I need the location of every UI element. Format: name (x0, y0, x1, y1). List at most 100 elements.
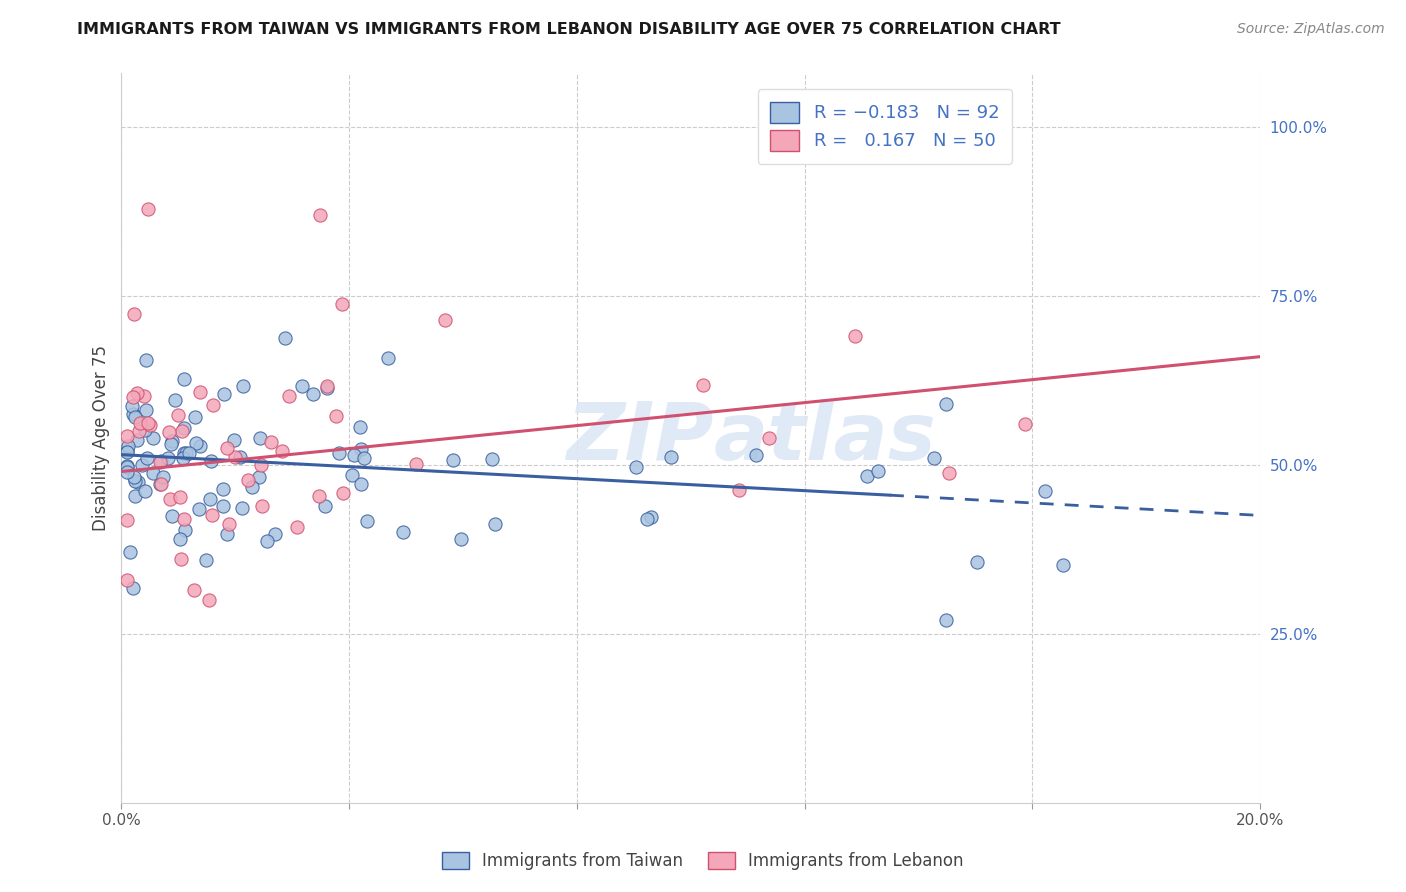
Point (173, 421, 195, 435)
Point (167, 408, 190, 422)
Point (250, 458, 273, 473)
Point (215, 442, 238, 456)
Point (264, 526, 287, 541)
Point (661, 450, 683, 465)
Legend: R = −0.183   N = 92, R =   0.167   N = 50: R = −0.183 N = 92, R = 0.167 N = 50 (758, 89, 1012, 163)
Point (194, 553, 217, 567)
Point (157, 425, 180, 439)
Point (174, 446, 197, 460)
Point (169, 491, 191, 505)
Point (136, 450, 159, 465)
Point (922, 450, 945, 465)
Point (314, 499, 336, 513)
Point (122, 307, 145, 321)
Point (121, 399, 143, 413)
Point (935, 396, 957, 410)
Point (131, 458, 153, 473)
Text: atlas: atlas (713, 399, 936, 476)
Point (1052, 558, 1074, 572)
Point (177, 446, 200, 460)
Point (115, 445, 138, 459)
Point (232, 379, 254, 393)
Point (271, 444, 294, 458)
Point (134, 423, 156, 437)
Point (212, 386, 235, 401)
Point (1014, 417, 1036, 432)
Point (277, 389, 299, 403)
Point (187, 502, 209, 516)
Point (115, 465, 138, 479)
Point (484, 516, 506, 531)
Point (758, 431, 780, 445)
Point (115, 459, 138, 474)
Point (935, 613, 957, 627)
Point (215, 527, 238, 541)
Point (115, 513, 138, 527)
Point (441, 453, 464, 467)
Point (127, 386, 149, 401)
Point (125, 434, 148, 448)
Point (349, 420, 371, 434)
Point (481, 452, 503, 467)
Point (115, 443, 138, 458)
Text: ZIP: ZIP (567, 399, 713, 476)
Point (165, 392, 187, 407)
Point (117, 439, 139, 453)
Point (353, 451, 375, 466)
Point (159, 492, 181, 507)
Point (135, 353, 157, 368)
Point (249, 431, 271, 445)
Point (169, 532, 191, 546)
Point (256, 533, 278, 548)
Point (309, 208, 332, 222)
Point (197, 592, 219, 607)
Y-axis label: Disability Age Over 75: Disability Age Over 75 (93, 344, 110, 531)
Point (332, 486, 354, 500)
Point (173, 446, 195, 460)
Point (938, 467, 960, 481)
Point (340, 467, 363, 482)
Point (160, 509, 183, 524)
Point (218, 516, 240, 531)
Point (330, 297, 353, 311)
Point (640, 510, 662, 524)
Point (128, 424, 150, 438)
Point (183, 583, 205, 598)
Point (308, 489, 330, 503)
Point (184, 410, 207, 425)
Point (115, 573, 138, 587)
Point (142, 431, 165, 445)
Point (238, 473, 260, 487)
Point (285, 519, 308, 533)
Point (392, 524, 415, 539)
Point (250, 499, 273, 513)
Point (122, 407, 145, 421)
Point (139, 417, 162, 432)
Point (260, 434, 283, 449)
Point (122, 469, 145, 483)
Point (200, 454, 222, 468)
Point (966, 556, 988, 570)
Point (247, 470, 270, 484)
Legend: Immigrants from Taiwan, Immigrants from Lebanon: Immigrants from Taiwan, Immigrants from … (436, 845, 970, 877)
Point (149, 476, 172, 491)
Point (174, 523, 197, 537)
Point (122, 581, 145, 595)
Point (302, 386, 325, 401)
Point (184, 436, 207, 450)
Point (142, 466, 165, 480)
Point (136, 202, 159, 216)
Point (350, 442, 373, 457)
Point (433, 312, 456, 326)
Point (224, 433, 246, 447)
Point (136, 416, 159, 430)
Point (135, 402, 157, 417)
Point (727, 483, 749, 498)
Point (150, 476, 173, 491)
Point (242, 480, 264, 494)
Point (328, 446, 350, 460)
Point (127, 475, 149, 489)
Point (162, 434, 184, 448)
Point (356, 515, 378, 529)
Point (150, 453, 173, 467)
